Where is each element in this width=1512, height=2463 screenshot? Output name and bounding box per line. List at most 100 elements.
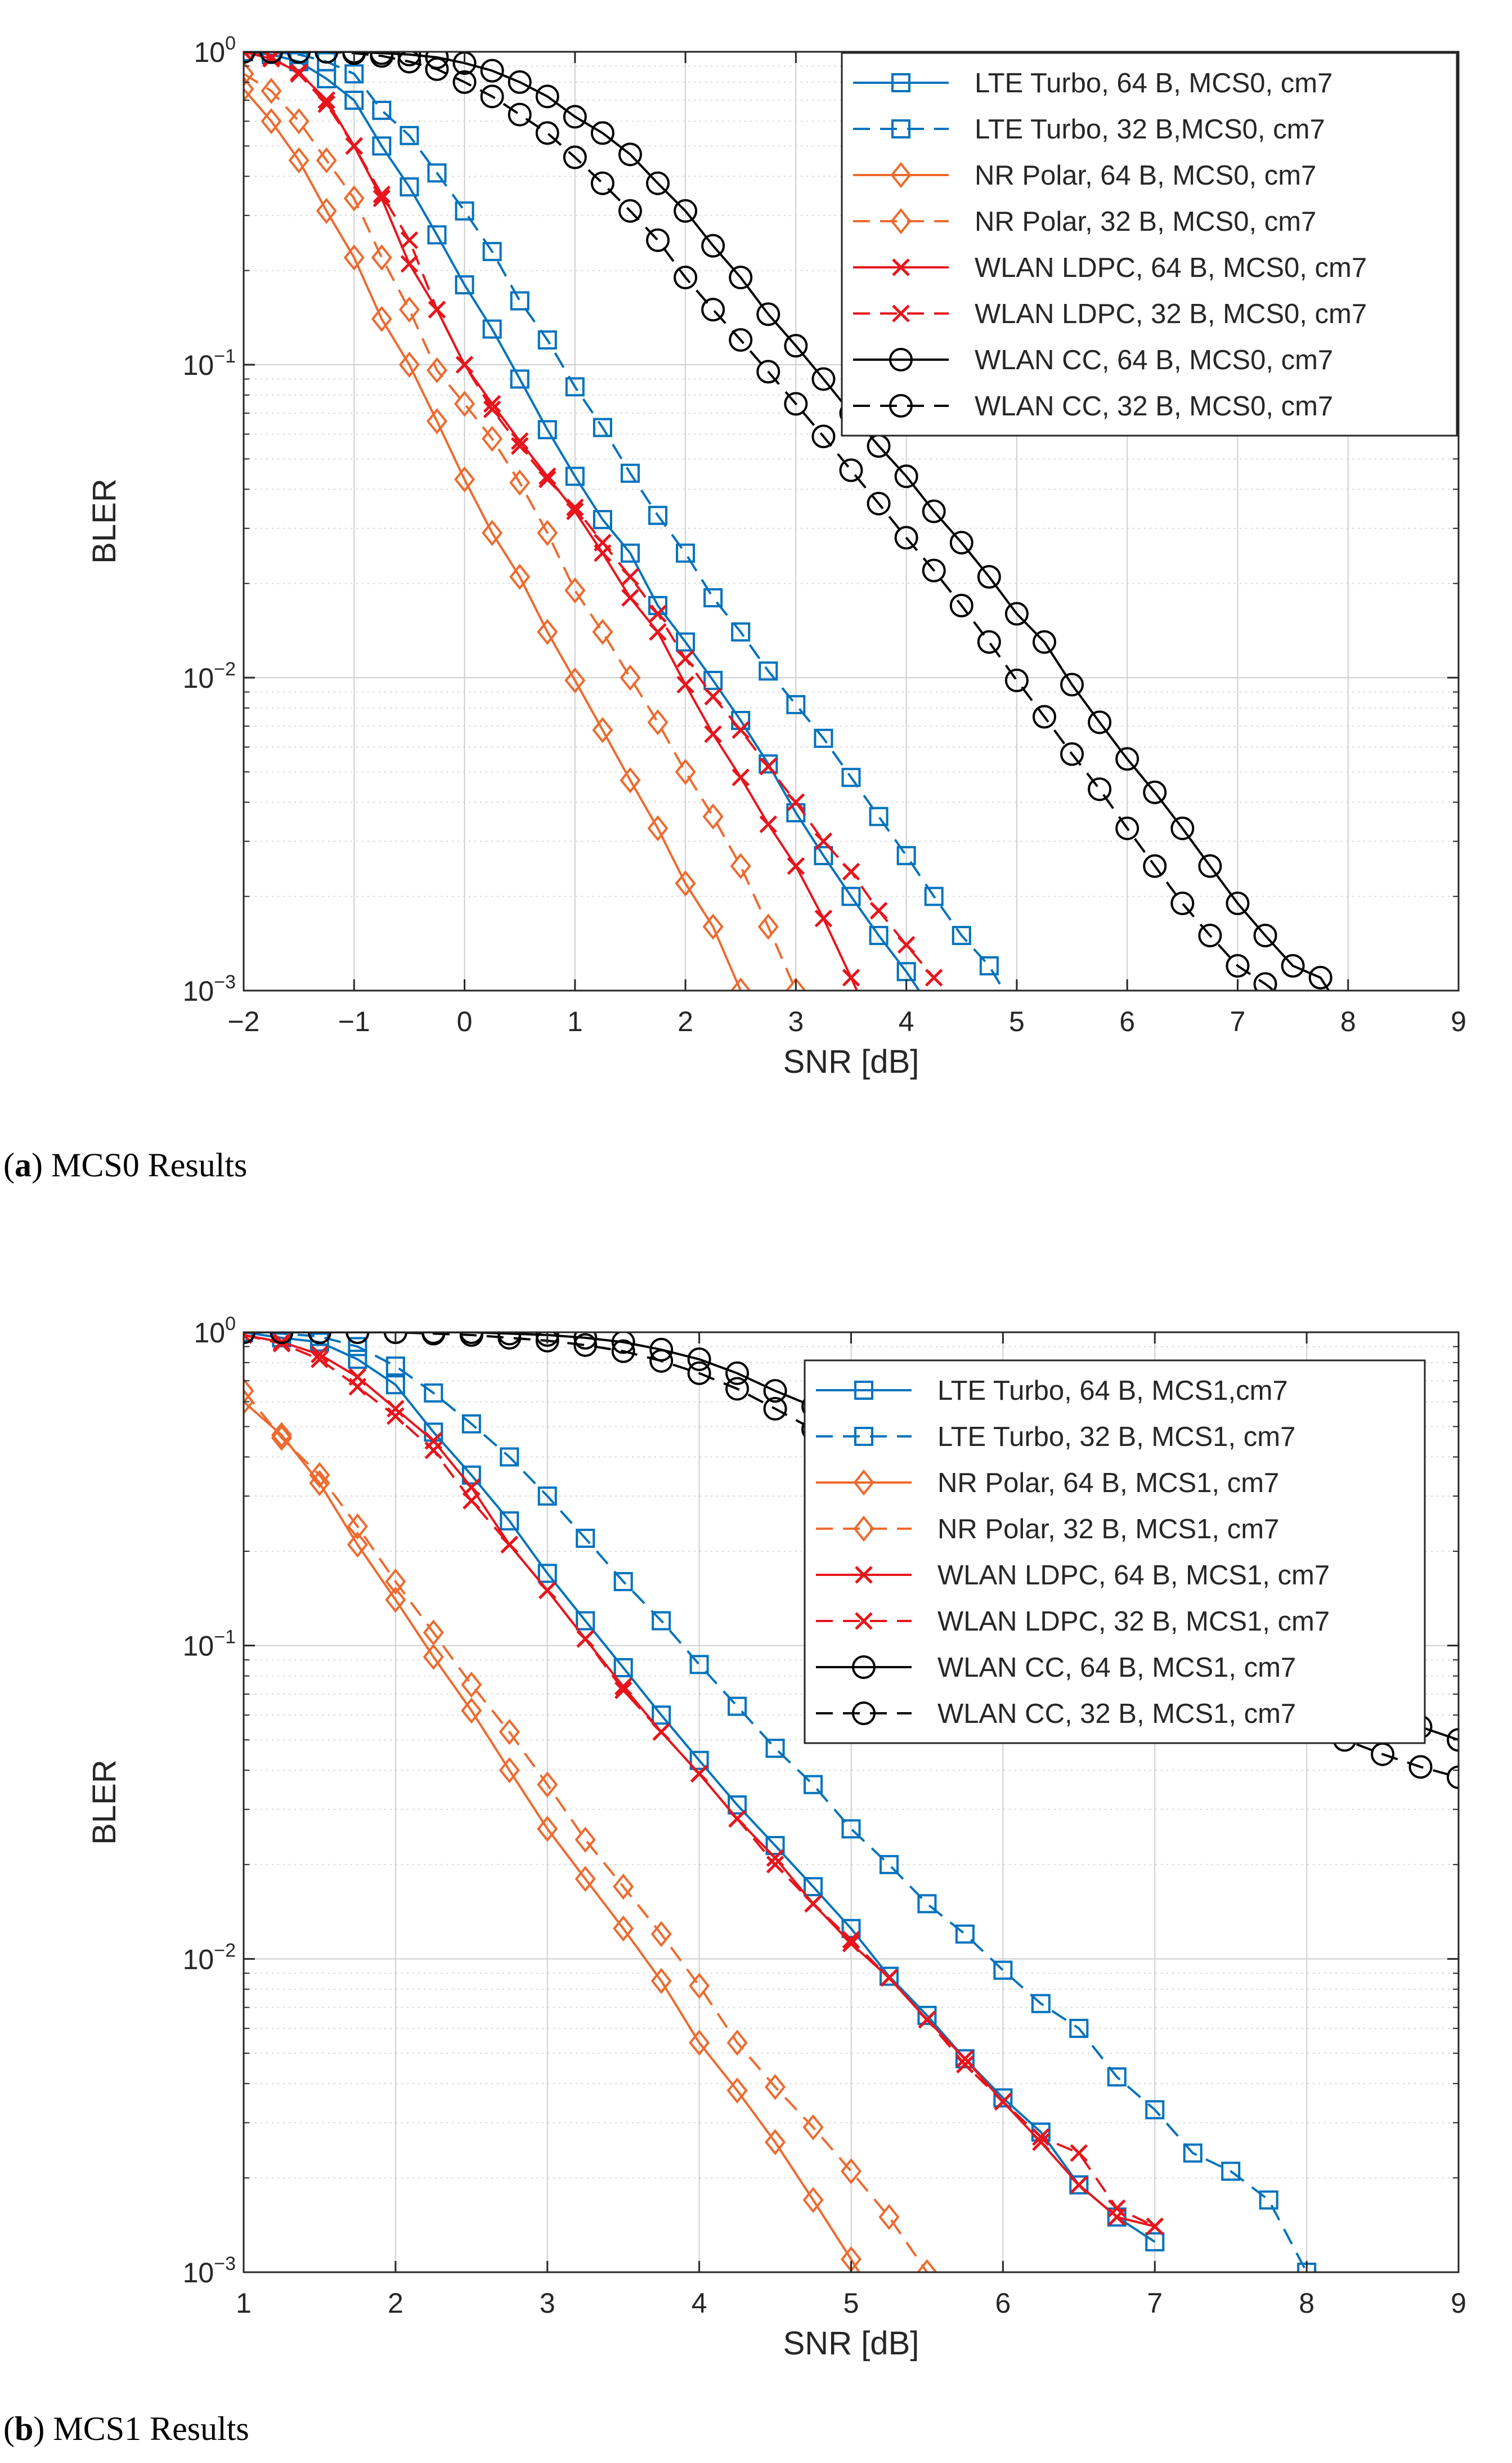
data-point (594, 534, 612, 552)
data-point (704, 725, 722, 744)
data-point (342, 52, 366, 65)
data-point (538, 467, 557, 486)
data-point (510, 437, 529, 455)
data-point (841, 886, 861, 906)
legend-item: NR Polar, 32 B, MCS0, cm7 (853, 207, 1316, 237)
data-point (1107, 2067, 1127, 2087)
legend-item: WLAN CC, 32 B, MCS1, cm7 (816, 1699, 1296, 1729)
caption-b-text: ) MCS1 Results (33, 2410, 249, 2447)
data-point (400, 231, 419, 249)
data-point (537, 619, 558, 645)
legend-label: WLAN CC, 32 B, MCS1, cm7 (937, 1699, 1296, 1729)
data-point (590, 121, 614, 145)
data-point (614, 1681, 632, 1699)
data-point (879, 1967, 899, 1986)
data-point (839, 458, 863, 482)
series-line (244, 1400, 861, 2272)
y-tick-exponent: 0 (225, 1313, 236, 1335)
data-point (424, 1441, 443, 1459)
data-point (537, 420, 557, 440)
data-point (482, 241, 502, 261)
data-point (811, 424, 836, 449)
data-point (461, 1672, 482, 1698)
data-point (1143, 780, 1167, 804)
legend-label: LTE Turbo, 64 B, MCS0, cm7 (975, 68, 1332, 98)
data-point (675, 870, 696, 897)
data-point (387, 1407, 405, 1425)
data-point (611, 1332, 635, 1354)
data-point (613, 1915, 634, 1942)
legend-label: NR Polar, 64 B, MCS0, cm7 (975, 160, 1316, 191)
y-tick-exponent: −3 (214, 971, 236, 993)
data-point (483, 400, 501, 419)
data-point (728, 1795, 747, 1815)
data-point (424, 1383, 443, 1403)
data-point (576, 1611, 595, 1631)
data-point (897, 935, 916, 954)
data-point (814, 728, 833, 748)
data-point (701, 234, 725, 258)
data-point (814, 910, 833, 928)
data-point (1108, 2199, 1126, 2218)
legend-marker (855, 1612, 873, 1630)
data-point (955, 1924, 975, 1944)
data-point (725, 1377, 750, 1401)
data-point (732, 768, 750, 786)
data-point (811, 367, 836, 391)
data-point (687, 1361, 711, 1385)
x-tick-label: 8 (1340, 1006, 1356, 1037)
legend: LTE Turbo, 64 B, MCS1,cm7 LTE Turbo, 32 B… (804, 1359, 1426, 1744)
data-point (1088, 777, 1112, 801)
legend-item: WLAN LDPC, 32 B, MCS0, cm7 (853, 299, 1367, 329)
data-point (270, 1332, 294, 1344)
data-point (461, 1414, 481, 1434)
data-point (729, 328, 753, 352)
data-point (787, 857, 805, 875)
y-tick-label: 100 (194, 1313, 236, 1349)
data-point (593, 510, 612, 530)
data-point (977, 565, 1001, 589)
data-point (400, 177, 419, 197)
data-point (676, 543, 696, 563)
legend-label: NR Polar, 64 B, MCS1, cm7 (937, 1468, 1279, 1498)
data-point (869, 807, 889, 826)
data-point (689, 2030, 710, 2056)
data-point (244, 1377, 254, 1404)
x-tick-label: 7 (1230, 1006, 1246, 1037)
data-point (916, 2259, 937, 2272)
series-2 (244, 76, 751, 991)
data-point (766, 1849, 784, 1867)
legend-item: WLAN LDPC, 32 B, MCS1, cm7 (816, 1606, 1330, 1637)
data-point (787, 793, 805, 812)
x-tick-label: 2 (388, 2287, 403, 2319)
data-point (509, 469, 531, 496)
data-point (343, 185, 365, 212)
y-tick-exponent: −3 (214, 2253, 236, 2274)
data-point (1032, 630, 1056, 654)
series-line (244, 1332, 1156, 2243)
data-point (804, 1775, 823, 1794)
data-point (646, 171, 670, 195)
data-point (316, 198, 337, 225)
data-point (702, 913, 724, 940)
data-point (878, 2204, 900, 2231)
data-point (977, 630, 1001, 654)
data-point (1032, 2133, 1050, 2151)
data-point (649, 1349, 674, 1373)
legend-marker (889, 348, 913, 371)
data-point (500, 1535, 519, 1554)
data-point (1447, 1728, 1459, 1752)
x-axis-label: SNR [dB] (783, 2325, 919, 2362)
data-point (307, 1332, 331, 1344)
data-point (621, 568, 639, 586)
data-point (564, 577, 586, 604)
data-point (259, 52, 284, 64)
data-point (993, 1960, 1013, 1980)
data-point (461, 1465, 481, 1485)
legend-item: LTE Turbo, 32 B,MCS0, cm7 (853, 114, 1325, 145)
series-2 (244, 1389, 862, 2272)
series-5 (244, 52, 949, 991)
series-1 (244, 52, 1006, 991)
y-tick-base: 10 (183, 350, 214, 381)
